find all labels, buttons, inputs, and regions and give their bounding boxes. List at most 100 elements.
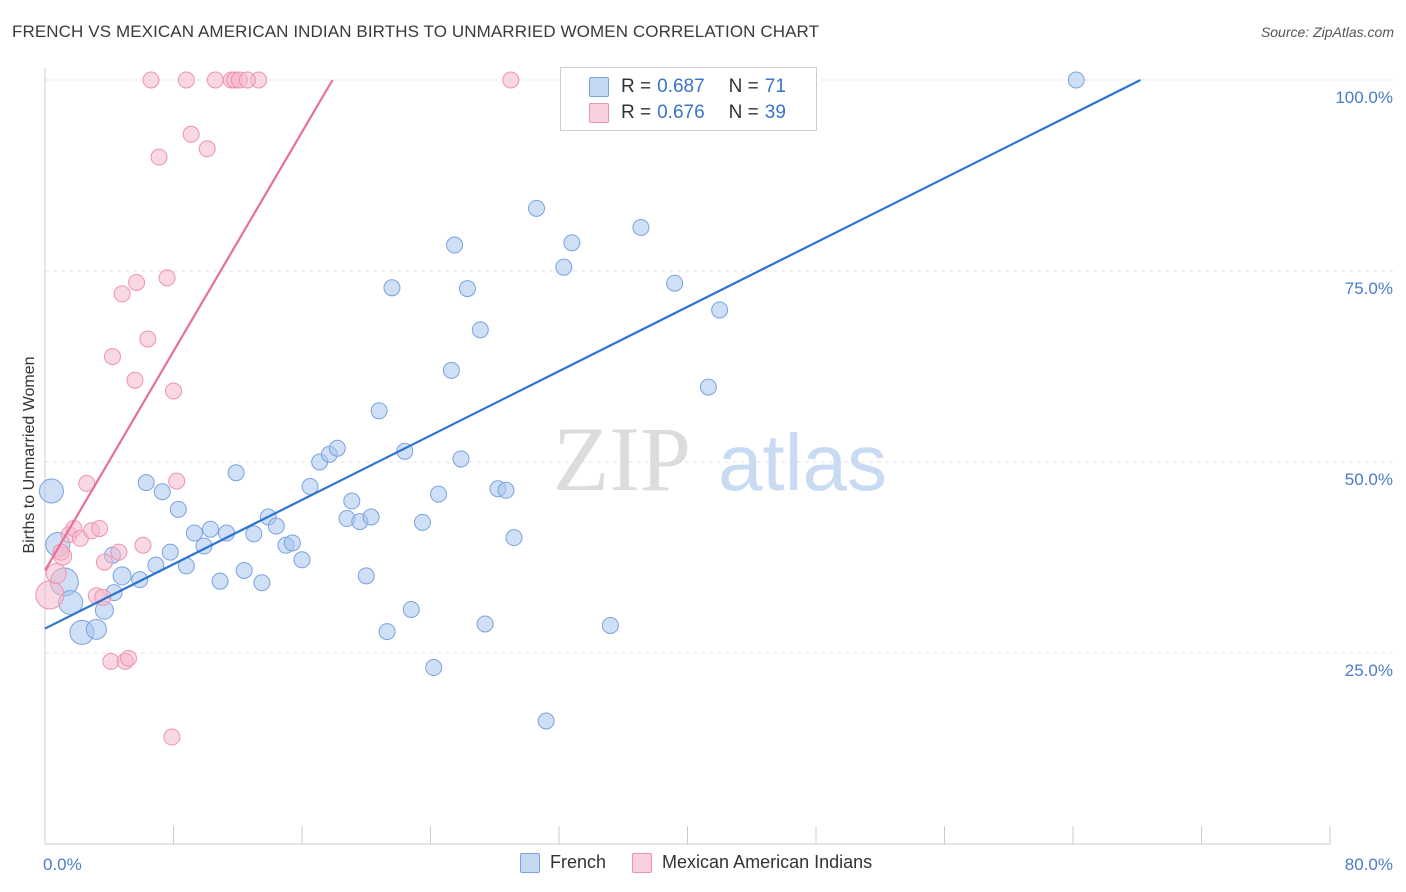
point-0-17	[185, 524, 203, 542]
point-0-29	[283, 534, 301, 552]
point-0-11	[137, 474, 155, 492]
point-0-64	[666, 274, 684, 292]
legend-swatch-french-bottom	[520, 852, 540, 873]
point-1-1	[45, 563, 67, 585]
point-0-0	[38, 478, 64, 504]
chart-title: FRENCH VS MEXICAN AMERICAN INDIAN BIRTHS…	[12, 22, 820, 41]
point-0-34	[328, 439, 346, 457]
point-0-41	[378, 623, 396, 641]
watermark: ZIP atlas	[553, 408, 887, 510]
watermark-atlas: atlas	[718, 418, 887, 507]
point-1-23	[150, 148, 168, 166]
point-0-53	[476, 615, 494, 633]
point-0-25	[253, 574, 271, 592]
y-tick-label-3: 25.0%	[1345, 661, 1393, 680]
x-tick-label-0: 0.0%	[43, 855, 82, 874]
point-1-9	[91, 519, 109, 537]
legend-row-mexican: R = 0.676 N = 39	[589, 101, 786, 125]
point-0-46	[425, 659, 443, 677]
point-1-21	[139, 330, 157, 348]
y-tick-label-0: 100.0%	[1335, 88, 1393, 107]
point-0-58	[537, 712, 555, 730]
legend-n-french: 71	[764, 76, 786, 97]
point-1-14	[110, 543, 128, 561]
point-1-11	[95, 553, 113, 571]
axes	[44, 68, 1331, 845]
y-tick-label-2: 50.0%	[1345, 470, 1393, 489]
point-1-25	[163, 728, 181, 746]
point-1-36	[502, 71, 520, 89]
legend-label-mexican: Mexican American Indians	[662, 852, 873, 872]
x-tick-label-1: 80.0%	[1345, 855, 1393, 874]
trend-line-0	[44, 79, 1141, 630]
point-0-48	[442, 361, 460, 379]
point-0-59	[555, 258, 573, 276]
legend-swatch-mexican	[589, 103, 609, 123]
point-1-22	[142, 71, 160, 89]
point-0-51	[458, 280, 476, 298]
point-1-17	[120, 649, 138, 667]
point-0-40	[370, 402, 388, 420]
source-label: Source: ZipAtlas.com	[1260, 24, 1394, 40]
y-axis-label: Births to Unmarried Women	[21, 356, 38, 553]
point-1-29	[182, 125, 200, 143]
point-1-20	[134, 536, 152, 554]
point-0-38	[357, 567, 375, 585]
point-0-14	[161, 543, 179, 561]
point-0-57	[528, 199, 546, 217]
point-0-9	[112, 566, 132, 586]
y-tick-label-1: 75.0%	[1345, 279, 1393, 298]
point-0-60	[563, 234, 581, 252]
legend-n-mexican: 39	[764, 102, 786, 123]
watermark-zip: ZIP	[553, 408, 691, 510]
point-0-52	[471, 321, 489, 339]
point-1-13	[103, 348, 121, 366]
point-0-15	[169, 500, 187, 518]
point-0-68	[1067, 71, 1085, 89]
point-0-23	[235, 561, 253, 579]
point-1-26	[165, 382, 182, 400]
series-french-points	[38, 71, 1085, 730]
point-0-66	[699, 378, 717, 396]
point-0-55	[497, 481, 515, 499]
point-0-67	[711, 301, 729, 319]
point-0-62	[632, 218, 650, 236]
legend-swatch-french	[589, 77, 609, 97]
y-tick-labels: 100.0% 75.0% 50.0% 25.0%	[1335, 88, 1393, 680]
series-legend: French Mexican American Indians	[520, 852, 898, 873]
point-1-6	[78, 474, 96, 492]
point-1-37	[238, 71, 256, 89]
point-1-15	[113, 285, 131, 303]
point-0-30	[293, 551, 311, 569]
x-tick-labels: 0.0% 80.0%	[43, 855, 1393, 874]
point-0-20	[211, 572, 229, 590]
legend-swatch-mexican-bottom	[632, 852, 653, 873]
legend-label-french: French	[550, 852, 607, 872]
point-0-61	[601, 616, 619, 634]
trend-lines	[44, 79, 1141, 630]
point-0-13	[153, 483, 171, 501]
legend-r-french: 0.687	[657, 76, 705, 97]
stats-legend: R = 0.687 N = 71 R = 0.676 N = 39	[560, 67, 817, 131]
point-0-49	[446, 236, 464, 254]
point-0-31	[301, 477, 319, 495]
point-0-44	[402, 600, 420, 618]
point-1-19	[128, 273, 146, 291]
legend-r-mexican: 0.676	[657, 102, 705, 123]
point-0-56	[505, 529, 523, 547]
point-0-42	[383, 279, 401, 297]
point-1-30	[198, 140, 216, 158]
point-1-28	[177, 71, 195, 89]
legend-item-mexican: Mexican American Indians	[632, 852, 872, 873]
point-1-31	[206, 71, 224, 89]
point-0-22	[227, 464, 245, 482]
point-0-39	[362, 508, 380, 526]
point-0-10	[131, 571, 149, 589]
point-0-5	[85, 618, 107, 640]
point-0-45	[413, 513, 431, 531]
point-0-50	[452, 450, 470, 468]
point-0-19	[201, 520, 219, 538]
point-1-18	[126, 371, 144, 389]
point-1-27	[168, 472, 186, 490]
